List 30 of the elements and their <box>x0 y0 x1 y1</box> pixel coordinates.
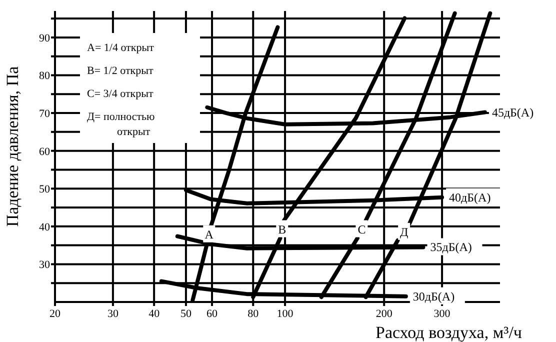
x-tick-label: 50 <box>180 308 192 320</box>
series-label: B <box>278 222 286 236</box>
x-tick-label: 30 <box>107 308 119 320</box>
series-label: A <box>204 227 214 242</box>
y-axis-title: Падение давления, Па <box>3 66 22 227</box>
series-label: Д <box>400 224 408 239</box>
y-tick-label: 60 <box>39 146 50 158</box>
series-label: C <box>358 222 366 236</box>
annotation: B= 1/2 открыт <box>87 65 154 77</box>
annotation: A= 1/4 открыт <box>87 42 154 54</box>
y-tick-label: 70 <box>39 108 50 120</box>
series-label: 30дБ(А) <box>412 289 455 304</box>
x-tick-label: 80 <box>248 308 260 320</box>
series-label: 40дБ(А) <box>449 190 491 204</box>
x-tick-label: 100 <box>276 308 294 320</box>
x-axis-title: Расход воздуха, м³/ч <box>375 323 522 342</box>
x-tick-label: 300 <box>434 308 451 320</box>
x-tick-label: 40 <box>148 308 160 320</box>
y-tick-label: 40 <box>39 221 50 234</box>
annotation: Д= полностью открыт <box>87 111 155 138</box>
y-tick-label: 90 <box>39 32 50 44</box>
x-tick-label: 20 <box>50 308 61 320</box>
series-label: 35дБ(А) <box>430 240 472 254</box>
y-tick-label: 80 <box>39 70 50 82</box>
series-label: 45дБ(А) <box>492 105 534 120</box>
y-tick-label: 50 <box>39 184 50 196</box>
x-tick-label: 200 <box>376 308 393 320</box>
y-tick-label: 30 <box>39 259 50 272</box>
annotation: C= 3/4 открыт <box>87 88 154 100</box>
x-tick-label: 60 <box>206 308 218 320</box>
